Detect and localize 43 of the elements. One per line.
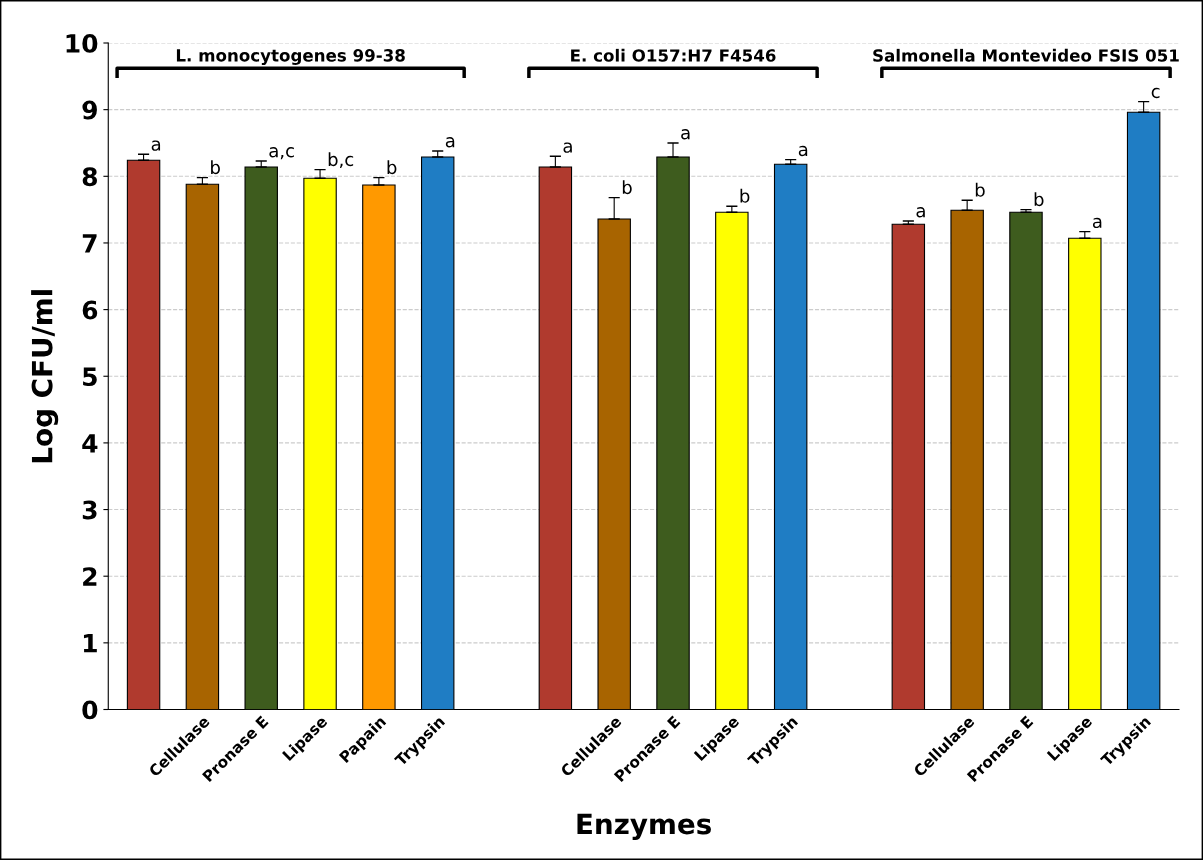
bar (244, 166, 278, 710)
data-label: a (563, 142, 572, 153)
data-label: b,c (328, 152, 354, 168)
data-label: a (681, 129, 690, 140)
bar (891, 223, 926, 710)
data-label: a (445, 137, 455, 148)
x-axis-title: Enzymes (577, 813, 711, 841)
data-label: c (1151, 87, 1160, 99)
y-tick-label: 4 (82, 434, 98, 453)
bar (597, 218, 631, 710)
data-label: b (1034, 192, 1044, 207)
data-label: b (387, 160, 397, 175)
y-tick-label: 7 (82, 234, 97, 253)
y-tick-label: 3 (82, 500, 97, 520)
annotation: E. coli O157:H7 F4546 (571, 48, 776, 62)
bar (362, 184, 396, 710)
y-tick-label: 0 (82, 700, 98, 720)
y-tick-label: 6 (82, 300, 98, 320)
annotation: L. monocytogenes 99-38 (176, 49, 405, 65)
y-axis-title: Log CFU/ml (31, 290, 59, 463)
bar (1009, 211, 1043, 710)
data-label: b (740, 188, 750, 203)
bar (126, 159, 161, 710)
data-label: a,c (269, 147, 294, 160)
y-tick-label: 9 (82, 100, 97, 120)
y-tick-label: 5 (83, 367, 97, 387)
bar (773, 163, 808, 710)
data-label: a (916, 207, 925, 218)
y-tick-label: 2 (83, 567, 97, 586)
data-label: a (151, 140, 161, 151)
data-label: a (1092, 217, 1102, 229)
y-tick-label: 8 (82, 167, 97, 187)
data-label: b (211, 160, 220, 175)
data-label: b (622, 180, 632, 195)
y-tick-label: 1 (83, 634, 97, 653)
bar (538, 166, 573, 710)
bar (656, 156, 690, 710)
bar (715, 211, 749, 710)
y-tick-label: 10 (66, 33, 98, 53)
annotation: Salmonella Montevideo FSIS 051 (873, 48, 1179, 62)
data-label: a (798, 145, 808, 157)
bar (420, 156, 455, 710)
data-label: b (975, 182, 985, 197)
